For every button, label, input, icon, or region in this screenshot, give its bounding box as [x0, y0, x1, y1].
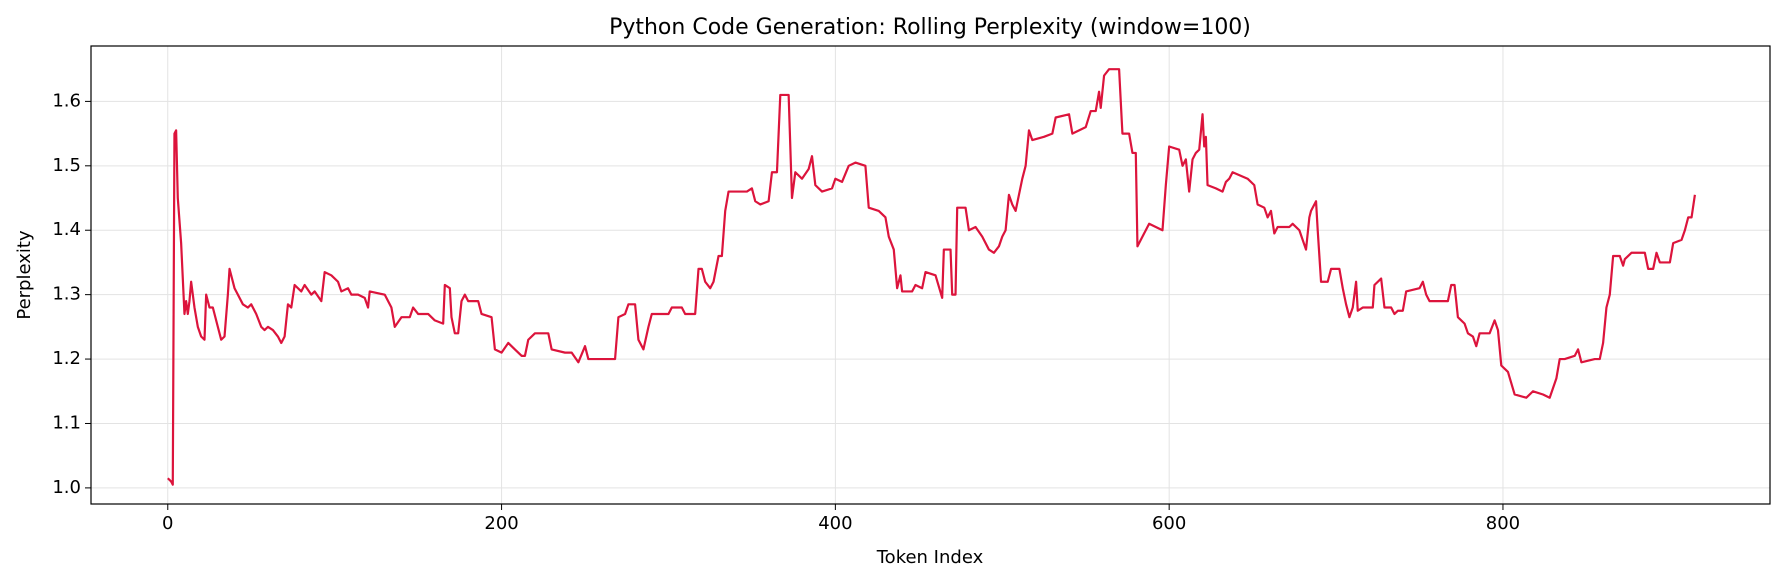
x-axis-label: Token Index	[876, 547, 984, 568]
y-tick-label: 1.1	[52, 412, 81, 433]
y-tick-label: 1.5	[52, 155, 81, 176]
y-tick-label: 1.6	[52, 90, 81, 111]
y-tick-label: 1.0	[52, 477, 81, 498]
data-line	[167, 68, 1696, 486]
x-tick-label: 400	[818, 513, 852, 534]
x-tick-label: 800	[1486, 513, 1520, 534]
y-tick-label: 1.2	[52, 348, 81, 369]
chart-title: Python Code Generation: Rolling Perplexi…	[609, 15, 1251, 40]
x-tick-label: 600	[1152, 513, 1186, 534]
x-tick-label: 200	[484, 513, 518, 534]
plot-frame	[90, 45, 1771, 505]
y-tick-label: 1.3	[52, 284, 81, 305]
y-tick-label: 1.4	[52, 219, 81, 240]
x-tick-label: 0	[162, 513, 173, 534]
y-axis-label: Perplexity	[14, 230, 35, 320]
